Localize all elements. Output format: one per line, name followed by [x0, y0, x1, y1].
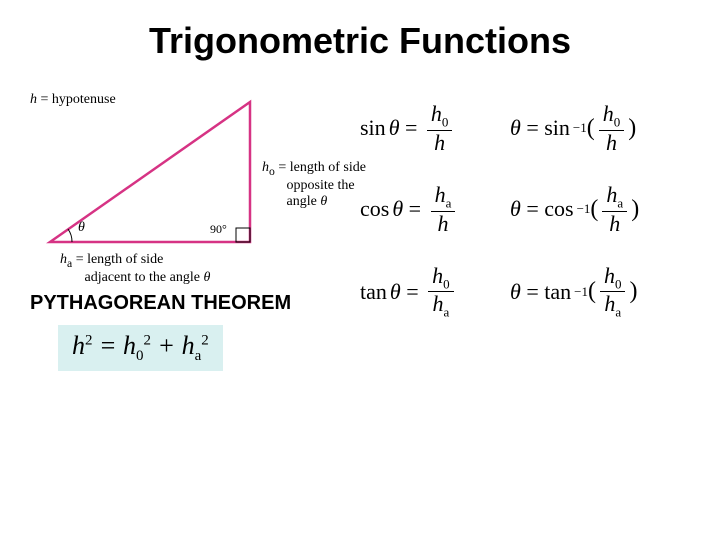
theorem-heading: PYTHAGOREAN THEOREM — [30, 292, 360, 315]
cos-equation: cos θ = ha h θ = cos−1 ( ha h ) — [360, 183, 690, 236]
opp-label: ho = length of side opposite the angle θ — [262, 160, 366, 210]
theta-label: θ — [78, 220, 85, 236]
hyp-label: h = hypotenuse — [30, 92, 116, 108]
equations-column: sin θ = h0 h θ = sin−1 ( h0 h ) — [360, 82, 690, 371]
adj-label: ha = length of side adjacent to the angl… — [60, 252, 210, 286]
triangle-diagram: h = hypotenuse ho = length of side oppos… — [30, 82, 370, 282]
sin-equation: sin θ = h0 h θ = sin−1 ( h0 h ) — [360, 102, 690, 155]
right-angle-label: 90° — [210, 222, 227, 237]
page-title: Trigonometric Functions — [0, 0, 720, 62]
content-area: h = hypotenuse ho = length of side oppos… — [0, 62, 720, 371]
tan-equation: tan θ = h0 ha θ = tan−1 ( h0 ha ) — [360, 264, 690, 320]
left-column: h = hypotenuse ho = length of side oppos… — [30, 82, 360, 371]
pythagorean-formula: h2 = h02 + ha2 — [58, 325, 223, 371]
